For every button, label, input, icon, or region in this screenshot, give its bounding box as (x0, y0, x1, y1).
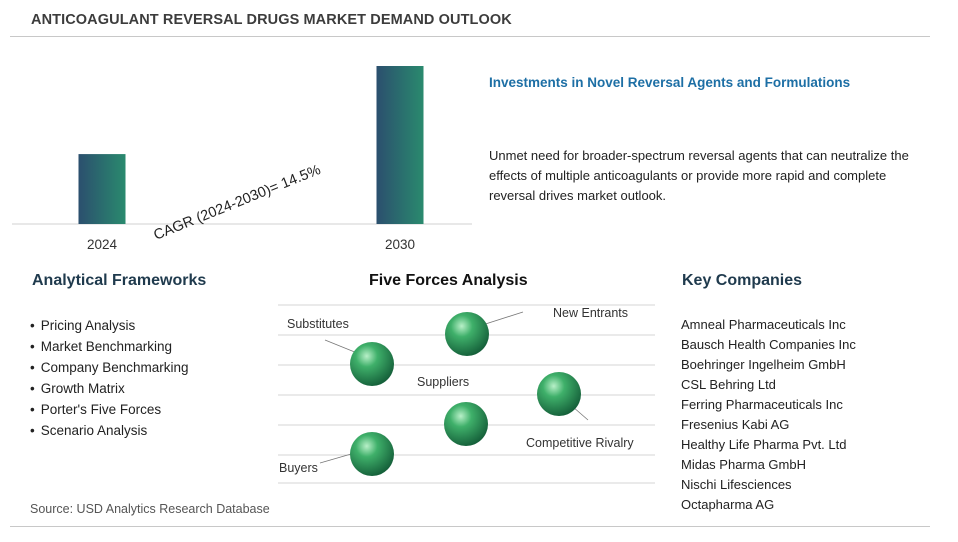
bar-chart: 2024 2030 CAGR (2024-2030)= 14.5% (12, 66, 472, 252)
company-item: Octapharma AG (681, 497, 775, 512)
framework-item: Growth Matrix (30, 378, 189, 399)
suppliers-sphere (444, 402, 488, 446)
key-companies-list: Amneal Pharmaceuticals Inc Bausch Health… (681, 315, 856, 515)
page-title: ANTICOAGULANT REVERSAL DRUGS MARKET DEMA… (31, 12, 512, 28)
company-item: Bausch Health Companies Inc (681, 337, 856, 352)
framework-item: Porter's Five Forces (30, 399, 189, 420)
framework-item: Pricing Analysis (30, 315, 189, 336)
framework-item: Market Benchmarking (30, 336, 189, 357)
competitive-rivalry-sphere (537, 372, 581, 416)
frameworks-title: Analytical Frameworks (32, 272, 207, 289)
company-item: Healthy Life Pharma Pvt. Ltd (681, 437, 847, 452)
substitutes-label: Substitutes (287, 317, 349, 331)
company-item: CSL Behring Ltd (681, 377, 776, 392)
five-forces-title: Five Forces Analysis (369, 272, 528, 289)
company-item: Ferring Pharmaceuticals Inc (681, 397, 843, 412)
buyers-label: Buyers (279, 461, 318, 475)
five-forces-diagram: Substitutes New Entrants Suppliers Compe… (278, 304, 655, 484)
company-item: Amneal Pharmaceuticals Inc (681, 317, 846, 332)
source-note: Source: USD Analytics Research Database (30, 502, 270, 516)
bottom-divider (10, 526, 930, 527)
framework-item: Company Benchmarking (30, 357, 189, 378)
substitutes-sphere (350, 342, 394, 386)
company-item: Fresenius Kabi AG (681, 417, 790, 432)
bar-2030 (376, 66, 424, 224)
company-item: Nischi Lifesciences (681, 477, 792, 492)
suppliers-label: Suppliers (417, 375, 469, 389)
new-entrants-label: New Entrants (553, 306, 628, 320)
x-tick-label: 2030 (385, 237, 415, 252)
frameworks-list: Pricing Analysis Market Benchmarking Com… (30, 315, 189, 441)
competitive-rivalry-label: Competitive Rivalry (526, 436, 634, 450)
key-companies-title: Key Companies (682, 272, 803, 289)
investments-title: Investments in Novel Reversal Agents and… (489, 75, 851, 90)
new-entrants-sphere (445, 312, 489, 356)
bar-2024 (78, 154, 126, 224)
top-divider (10, 36, 930, 37)
buyers-sphere (350, 432, 394, 476)
company-item: Boehringer Ingelheim GmbH (681, 357, 846, 372)
x-tick-label: 2024 (87, 237, 118, 252)
framework-item: Scenario Analysis (30, 420, 189, 441)
cagr-annotation: CAGR (2024-2030)= 14.5% (152, 162, 324, 244)
company-item: Midas Pharma GmbH (681, 457, 806, 472)
investments-body: Unmet need for broader-spectrum reversal… (489, 148, 909, 203)
